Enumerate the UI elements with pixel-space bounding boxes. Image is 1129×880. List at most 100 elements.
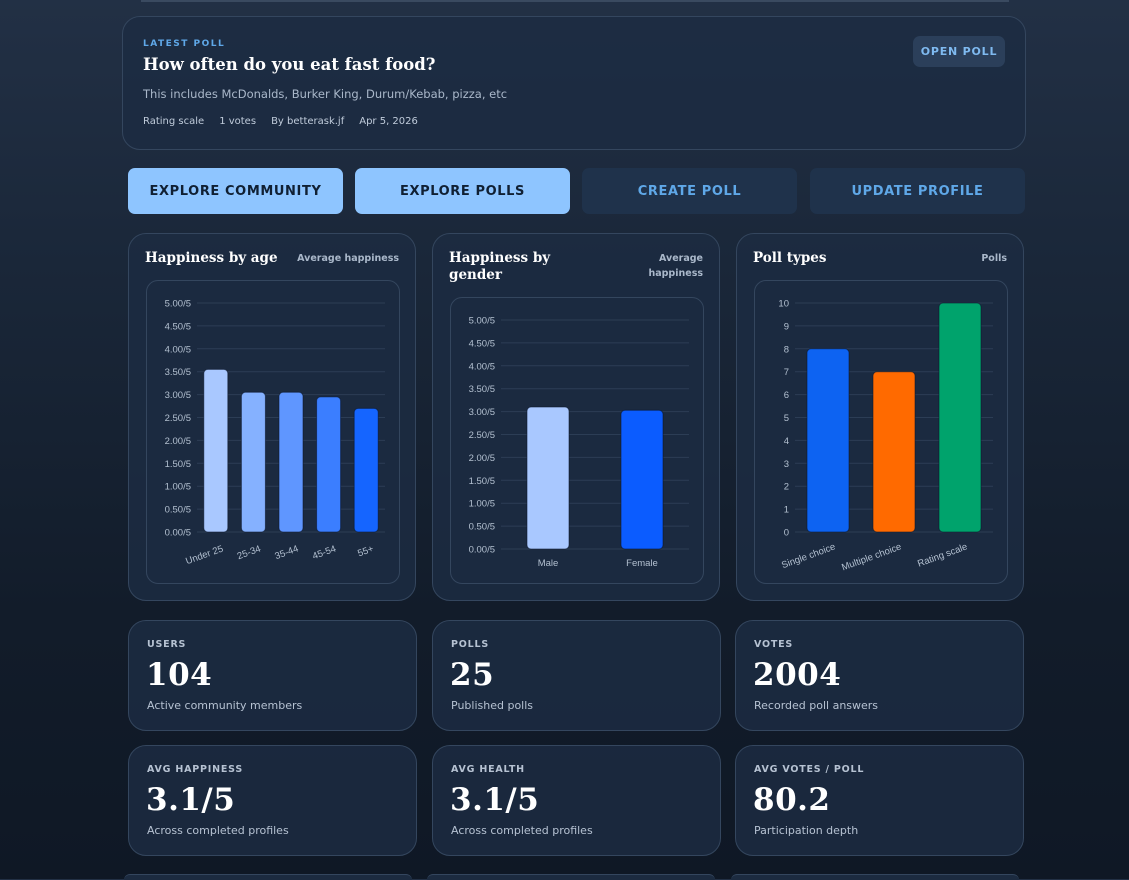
open-poll-button[interactable]: OPEN POLL xyxy=(913,36,1005,67)
y-tick-label: 0 xyxy=(784,528,789,539)
x-tick-label: Male xyxy=(538,558,559,569)
y-tick-label: 7 xyxy=(784,367,789,378)
stat-card-users: USERS 104 Active community members xyxy=(128,620,417,731)
y-tick-label: 4.50/5 xyxy=(165,321,191,332)
y-tick-label: 1.50/5 xyxy=(165,459,191,470)
x-tick-label: Single choice xyxy=(780,541,837,571)
stat-label: USERS xyxy=(147,639,187,650)
stat-value: 104 xyxy=(146,657,213,693)
x-tick-label: 35-44 xyxy=(273,543,300,562)
bar[interactable] xyxy=(353,407,379,533)
latest-poll-card[interactable]: LATEST POLL How often do you eat fast fo… xyxy=(122,16,1026,150)
latest-poll-meta: Rating scale 1 votes By betterask.jf Apr… xyxy=(143,116,418,127)
y-tick-label: 0.00/5 xyxy=(469,545,495,556)
chart-title: Poll types xyxy=(753,250,827,266)
chart-subtitle: Average happiness xyxy=(648,253,703,279)
next-card-edge xyxy=(124,874,412,880)
y-tick-label: 0.50/5 xyxy=(469,522,495,533)
stat-value: 2004 xyxy=(753,657,842,693)
latest-poll-eyebrow: LATEST POLL xyxy=(143,39,226,49)
stat-label: AVG HAPPINESS xyxy=(147,764,244,775)
stat-card-avg-health: AVG HEALTH 3.1/5 Across completed profil… xyxy=(432,745,721,856)
y-tick-label: 4.00/5 xyxy=(165,344,191,355)
stat-card-polls: POLLS 25 Published polls xyxy=(432,620,721,731)
stat-card-avg-votes-per-poll: AVG VOTES / POLL 80.2 Participation dept… xyxy=(735,745,1024,856)
y-tick-label: 1 xyxy=(784,505,789,516)
bar[interactable] xyxy=(938,302,982,533)
latest-poll-title[interactable]: How often do you eat fast food? xyxy=(143,55,436,74)
x-tick-label: Rating scale xyxy=(916,541,969,569)
y-tick-label: 0.50/5 xyxy=(165,505,191,516)
x-tick-label: Multiple choice xyxy=(840,541,903,573)
y-tick-label: 1.00/5 xyxy=(165,482,191,493)
poll-types-chart: 0 1 2 3 4 5 6 7 8 9 10 Single choice Multiple choice… xyxy=(754,280,1008,584)
poll-votes: 1 votes xyxy=(219,116,257,127)
y-tick-label: 2 xyxy=(784,482,789,493)
stat-value: 3.1/5 xyxy=(146,782,236,818)
stat-description: Across completed profiles xyxy=(147,824,289,837)
stat-description: Across completed profiles xyxy=(451,824,593,837)
y-tick-label: 4 xyxy=(784,436,789,447)
bar[interactable] xyxy=(806,348,850,533)
next-card-edge xyxy=(731,874,1019,880)
y-tick-label: 10 xyxy=(778,299,789,310)
poll-types-card: Poll types Polls 0 1 2 3 4 5 6 7 8 9 10 Single choi… xyxy=(736,233,1024,601)
bar[interactable] xyxy=(526,406,570,550)
x-tick-label: 55+ xyxy=(356,543,375,559)
poll-author: By betterask.jf xyxy=(271,116,345,127)
chart-title: Happiness by age xyxy=(145,250,278,266)
bar[interactable] xyxy=(872,371,916,533)
stat-card-avg-happiness: AVG HAPPINESS 3.1/5 Across completed pro… xyxy=(128,745,417,856)
stat-description: Recorded poll answers xyxy=(754,699,879,712)
y-tick-label: 8 xyxy=(784,344,789,355)
stat-card-votes: VOTES 2004 Recorded poll answers xyxy=(735,620,1024,731)
y-tick-label: 4.00/5 xyxy=(469,361,495,372)
y-tick-label: 2.50/5 xyxy=(165,413,191,424)
x-tick-label: Under 25 xyxy=(184,543,224,567)
stat-label: POLLS xyxy=(451,639,489,650)
happiness-by-age-chart: 0.00/5 0.50/5 1.00/5 1.50/5 2.00/5 2.50/5 3.00… xyxy=(146,280,400,584)
update-profile-button[interactable]: UPDATE PROFILE xyxy=(810,168,1025,214)
happiness-by-gender-card: Happiness by gender Average happiness 0.… xyxy=(432,233,720,601)
stat-label: AVG VOTES / POLL xyxy=(754,764,865,775)
x-tick-label: 25-34 xyxy=(236,543,263,562)
bar[interactable] xyxy=(203,368,229,533)
next-card-edge xyxy=(427,874,715,880)
x-tick-label: 45-54 xyxy=(311,543,338,562)
y-tick-label: 2.00/5 xyxy=(469,453,495,464)
x-tick-label: Female xyxy=(626,558,658,569)
y-tick-label: 5.00/5 xyxy=(165,299,191,310)
y-tick-label: 1.00/5 xyxy=(469,499,495,510)
stat-value: 3.1/5 xyxy=(450,782,540,818)
happiness-by-gender-chart: 0.00/5 0.50/5 1.00/5 1.50/5 2.00/5 2.50/5 3.00… xyxy=(450,297,704,584)
bar[interactable] xyxy=(316,396,342,533)
stat-label: VOTES xyxy=(754,639,794,650)
y-tick-label: 2.00/5 xyxy=(165,436,191,447)
happiness-by-age-card: Happiness by age Average happiness 0.00/… xyxy=(128,233,416,601)
stat-value: 80.2 xyxy=(753,782,831,818)
explore-polls-button[interactable]: EXPLORE POLLS xyxy=(355,168,570,214)
chart-subtitle: Average happiness xyxy=(297,253,399,264)
y-tick-label: 3.00/5 xyxy=(469,407,495,418)
bar[interactable] xyxy=(240,391,266,533)
y-tick-label: 4.50/5 xyxy=(469,338,495,349)
poll-scale: Rating scale xyxy=(143,116,205,127)
chart-title: Happiness by gender xyxy=(449,250,551,283)
bar[interactable] xyxy=(620,409,664,550)
y-tick-label: 5 xyxy=(784,413,789,424)
bar[interactable] xyxy=(278,391,304,533)
stat-description: Active community members xyxy=(147,699,303,712)
y-tick-label: 3.50/5 xyxy=(165,367,191,378)
y-tick-label: 5.00/5 xyxy=(469,316,495,327)
y-tick-label: 3 xyxy=(784,459,789,470)
stat-label: AVG HEALTH xyxy=(451,764,525,775)
create-poll-button[interactable]: CREATE POLL xyxy=(582,168,797,214)
chart-subtitle: Polls xyxy=(981,253,1007,264)
y-tick-label: 3.00/5 xyxy=(165,390,191,401)
top-divider xyxy=(141,0,1009,2)
y-tick-label: 3.50/5 xyxy=(469,384,495,395)
y-tick-label: 1.50/5 xyxy=(469,476,495,487)
y-tick-label: 0.00/5 xyxy=(165,528,191,539)
poll-date: Apr 5, 2026 xyxy=(359,116,418,127)
explore-community-button[interactable]: EXPLORE COMMUNITY xyxy=(128,168,343,214)
